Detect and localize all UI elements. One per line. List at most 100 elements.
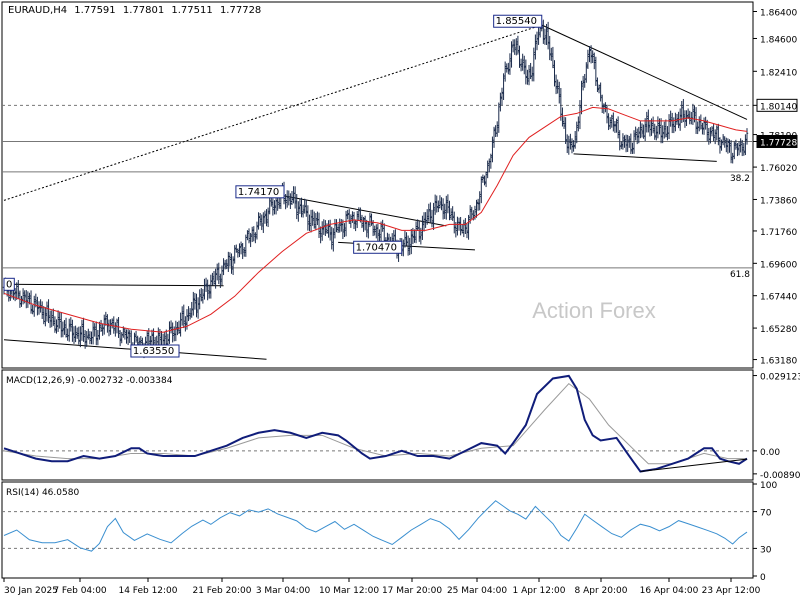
- ohlc-bar: [222, 258, 225, 276]
- ohlc-bar: [499, 92, 502, 112]
- ohlc-bar: [416, 219, 419, 232]
- ohlc-bar: [632, 130, 636, 154]
- watermark: Action Forex: [532, 298, 656, 323]
- ohlc-bar: [427, 203, 430, 222]
- ohlc-bar: [180, 306, 184, 326]
- ohlc-bar: [173, 326, 176, 342]
- ohlc-bar: [507, 62, 510, 75]
- ohlc-bar: [718, 137, 722, 154]
- ohlc-bar: [475, 199, 478, 218]
- ohlc-bar: [707, 127, 711, 145]
- ohlc-bar: [601, 94, 604, 114]
- ohlc-bar: [470, 206, 473, 220]
- ohlc-bar: [328, 219, 332, 241]
- macd-title: MACD(12,26,9) -0.002732 -0.003384: [6, 376, 173, 386]
- ohlc-bar: [553, 60, 556, 87]
- ohlc-bar: [613, 120, 617, 133]
- ohlc-bar: [715, 125, 718, 141]
- ohlc-bar: [212, 270, 216, 285]
- ohlc-bar: [17, 280, 20, 299]
- ohlc-bar: [268, 195, 271, 215]
- ohlc-bar: [478, 191, 481, 211]
- x-tick-label: 17 Mar 20:00: [382, 586, 442, 596]
- macd-panel-frame: [1, 369, 754, 481]
- ohlc-bar: [219, 273, 222, 288]
- ohlc-bar: [661, 125, 664, 144]
- rsi-tick-label: 70: [760, 509, 772, 519]
- ohlc-bar: [265, 209, 268, 227]
- macd-trend-line: [640, 458, 748, 473]
- ohlc-bar: [621, 133, 625, 150]
- ohlc-bar: [145, 330, 149, 348]
- ohlc-bar: [368, 212, 372, 228]
- ohlc-bar: [333, 218, 337, 239]
- ohlc-bar: [367, 221, 370, 239]
- trend-line: [283, 195, 447, 227]
- price-marker: 1.77728: [756, 134, 798, 148]
- ohlc-bar: [284, 194, 287, 210]
- ohlc-bar: [570, 138, 574, 154]
- y-tick-label: 1.71760: [760, 228, 797, 238]
- ohlc-bar: [365, 219, 368, 238]
- ohlc-bar: [691, 103, 695, 125]
- ohlc-bar: [227, 251, 230, 272]
- ohlc-bar: [643, 118, 647, 141]
- ohlc-bar: [203, 278, 206, 300]
- ohlc-bar: [623, 135, 626, 148]
- ohlc-bar: [257, 212, 260, 230]
- ohlc-bar: [645, 111, 648, 133]
- ohlc-bar: [631, 142, 634, 154]
- ohlc-bar: [694, 107, 698, 134]
- ohlc-bar: [637, 126, 641, 144]
- ohlc-bar: [612, 112, 615, 132]
- ohlc-bar: [556, 79, 559, 94]
- ohlc-bar: [591, 50, 594, 64]
- ohlc-bar: [308, 214, 311, 231]
- ohlc-bar: [91, 321, 95, 345]
- ohlc-bar: [114, 322, 117, 337]
- ohlc-bar: [319, 226, 322, 244]
- ohlc-bar: [578, 100, 582, 130]
- ohlc-bar: [244, 234, 248, 257]
- ohlc-bar: [314, 213, 318, 231]
- price-panel-frame: [1, 1, 754, 369]
- ohlc-bar: [266, 207, 270, 228]
- svg-text:1.74170: 1.74170: [238, 187, 279, 198]
- ohlc-bar: [324, 220, 327, 236]
- ohlc-bar: [177, 320, 181, 334]
- ohlc-bar: [29, 290, 33, 314]
- ohlc-bar: [126, 329, 130, 346]
- ohlc-bar: [502, 73, 505, 100]
- ohlc-bar: [585, 62, 588, 83]
- price-annotation: 1.85540: [493, 14, 543, 28]
- ohlc-bar: [98, 321, 101, 340]
- ohlc-bar: [71, 319, 74, 342]
- svg-text:1.77728: 1.77728: [760, 138, 797, 148]
- ohlc-bar: [440, 197, 443, 211]
- x-tick-label: 14 Feb 12:00: [118, 586, 177, 596]
- y-tick-label: 1.67440: [760, 293, 797, 303]
- ohlc-bar: [327, 220, 330, 238]
- ohlc-bar: [616, 116, 620, 139]
- ohlc-bar: [344, 210, 348, 237]
- ohlc-bar: [376, 223, 380, 243]
- ohlc-bar: [734, 139, 738, 150]
- ohlc-bar: [710, 126, 714, 137]
- ohlc-bar: [211, 272, 214, 286]
- ohlc-bar: [607, 113, 610, 131]
- ohlc-bar: [198, 289, 201, 310]
- ohlc-bar: [639, 121, 642, 139]
- ohlc-bar: [604, 102, 607, 113]
- ohlc-bar: [702, 117, 706, 135]
- ohlc-bar: [249, 232, 252, 248]
- ohlc-bar: [196, 297, 200, 319]
- ohlc-bar: [201, 289, 205, 304]
- ohlc-bar: [523, 55, 526, 75]
- svg-text:1.63550: 1.63550: [133, 346, 174, 357]
- ohlc-bar: [64, 317, 68, 338]
- ohlc-bar: [182, 304, 185, 329]
- ohlc-bar: [215, 263, 219, 281]
- ohlc-bar: [564, 117, 567, 144]
- ohlc-bar: [330, 226, 333, 250]
